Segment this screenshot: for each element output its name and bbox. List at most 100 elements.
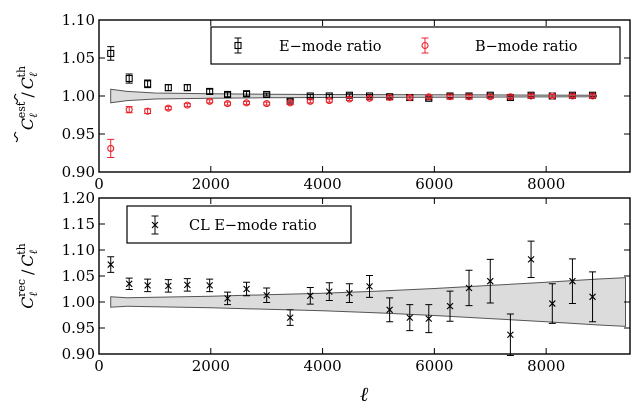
top-data-point <box>224 90 232 99</box>
bottom-y-tick-label: 1.15 <box>62 215 95 233</box>
top-x-tick-label: 8000 <box>527 175 565 193</box>
top-data-point <box>263 100 271 108</box>
top-data-point <box>506 93 514 101</box>
top-errorbar <box>263 92 271 97</box>
bottom-data-point <box>183 281 191 289</box>
top-data-point <box>386 93 394 102</box>
top-data-point <box>263 90 271 99</box>
bottom-data-point <box>527 255 535 263</box>
bottom-y-tick-label: 1.10 <box>62 241 95 259</box>
top-axis-ticks: 0 2000 4000 6000 8000 0.90 0.95 1.00 1.05 1.10 <box>62 11 630 193</box>
top-data-point <box>345 95 353 103</box>
top-data-point <box>125 106 133 114</box>
bottom-axes-frame <box>98 197 631 355</box>
bottom-data-point <box>263 291 271 299</box>
legend-cl-e-mode-marker <box>151 215 159 235</box>
top-data-point <box>446 93 454 101</box>
top-errorbar <box>243 90 251 97</box>
top-data-point <box>183 84 191 92</box>
bottom-data-point <box>506 331 514 339</box>
top-data-point <box>306 97 314 105</box>
bottom-data-point <box>446 302 454 310</box>
top-y-tick-label: 0.95 <box>62 125 95 143</box>
top-data-points <box>107 46 597 159</box>
top-data-point <box>144 107 152 115</box>
legend-e-mode-symbol <box>234 41 242 50</box>
top-errorbar <box>183 84 191 92</box>
top-error-band <box>110 88 597 104</box>
top-legend: E−mode ratio B−mode ratio <box>210 26 621 65</box>
bottom-y-axis-label: Cℓrec/Cℓth <box>15 243 40 309</box>
top-data-point <box>548 92 556 100</box>
top-errorbar <box>107 138 115 159</box>
top-data-point <box>568 92 576 100</box>
bottom-data-point <box>346 289 353 297</box>
top-y-axis-label: Cℓest/Cℓth <box>15 66 40 130</box>
bottom-data-point <box>366 283 373 290</box>
bottom-data-point <box>325 288 333 295</box>
bottom-data-point <box>206 281 214 289</box>
top-errorbar <box>107 46 115 61</box>
top-x-tick-label: 6000 <box>415 175 453 193</box>
top-data-point <box>107 49 115 57</box>
top-data-point <box>527 92 535 100</box>
top-panel: 0 2000 4000 6000 8000 0.90 0.95 1.00 1.05 1.10 E−… <box>13 11 631 193</box>
top-data-point <box>486 93 494 101</box>
bottom-y-tick-label: 0.95 <box>62 319 95 337</box>
top-y-axis-tilde <box>13 93 19 143</box>
bottom-data-point <box>406 314 414 321</box>
legend-cl-e-mode-label: CL E−mode ratio <box>189 218 317 234</box>
top-errorbar <box>164 84 172 92</box>
legend-e-mode-marker <box>234 37 242 54</box>
top-errorbar <box>206 88 214 95</box>
bottom-data-point <box>164 282 172 290</box>
bottom-data-point <box>243 285 250 293</box>
legend-b-mode-symbol <box>421 41 429 50</box>
bottom-data-point <box>224 294 231 302</box>
bottom-legend-box <box>126 205 352 244</box>
top-data-point <box>206 97 214 105</box>
top-y-tick-label: 1.10 <box>62 11 95 29</box>
top-data-point <box>164 104 172 112</box>
bottom-data-points <box>107 240 597 357</box>
bottom-data-point <box>286 314 294 321</box>
top-data-point <box>183 101 191 109</box>
top-data-point <box>224 100 232 108</box>
top-errorbar <box>224 91 232 98</box>
top-data-point <box>107 144 115 152</box>
top-data-point <box>243 99 251 107</box>
bottom-x-tick-label: 2000 <box>192 357 230 375</box>
bottom-y-tick-label: 1.20 <box>62 189 95 207</box>
top-x-tick-label: 2000 <box>192 175 230 193</box>
bottom-panel: 0 2000 4000 6000 8000 0.90 0.95 1.00 1.05 1.10 1.1… <box>15 189 631 406</box>
bottom-legend: CL E−mode ratio <box>126 205 352 244</box>
bottom-x-tick-label: 4000 <box>303 357 341 375</box>
top-data-point <box>125 74 133 83</box>
top-data-point <box>286 99 294 107</box>
top-data-point <box>206 87 214 95</box>
top-y-tick-label: 1.05 <box>62 49 95 67</box>
top-data-point <box>144 80 152 88</box>
x-axis-label: ℓ <box>360 382 369 406</box>
bottom-x-tick-label: 0 <box>94 357 104 375</box>
bottom-y-tick-label: 1.05 <box>62 267 95 285</box>
bottom-data-point <box>144 281 152 289</box>
bottom-x-tick-label: 8000 <box>527 357 565 375</box>
bottom-data-point <box>125 280 133 288</box>
top-data-point <box>325 97 333 105</box>
bottom-data-point <box>486 277 494 285</box>
bottom-data-point <box>589 293 596 301</box>
top-legend-box <box>210 26 621 65</box>
bottom-data-point <box>306 292 314 300</box>
top-errorbar <box>306 93 314 99</box>
bottom-data-point <box>548 300 556 307</box>
bottom-axis-ticks: 0 2000 4000 6000 8000 0.90 0.95 1.00 1.05 1.10 1.1… <box>62 189 630 375</box>
top-data-point <box>365 94 374 102</box>
top-axes-frame <box>98 19 631 173</box>
top-x-tick-label: 4000 <box>303 175 341 193</box>
bottom-data-point <box>107 261 115 268</box>
legend-b-mode-errorbar <box>421 37 429 54</box>
top-data-point <box>465 93 473 101</box>
top-y-tick-label: 1.00 <box>62 87 95 105</box>
top-data-point <box>406 93 414 102</box>
